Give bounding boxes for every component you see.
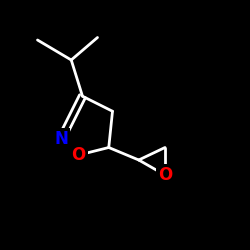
Text: O: O bbox=[158, 166, 172, 184]
Text: N: N bbox=[54, 130, 68, 148]
Text: O: O bbox=[72, 146, 86, 164]
